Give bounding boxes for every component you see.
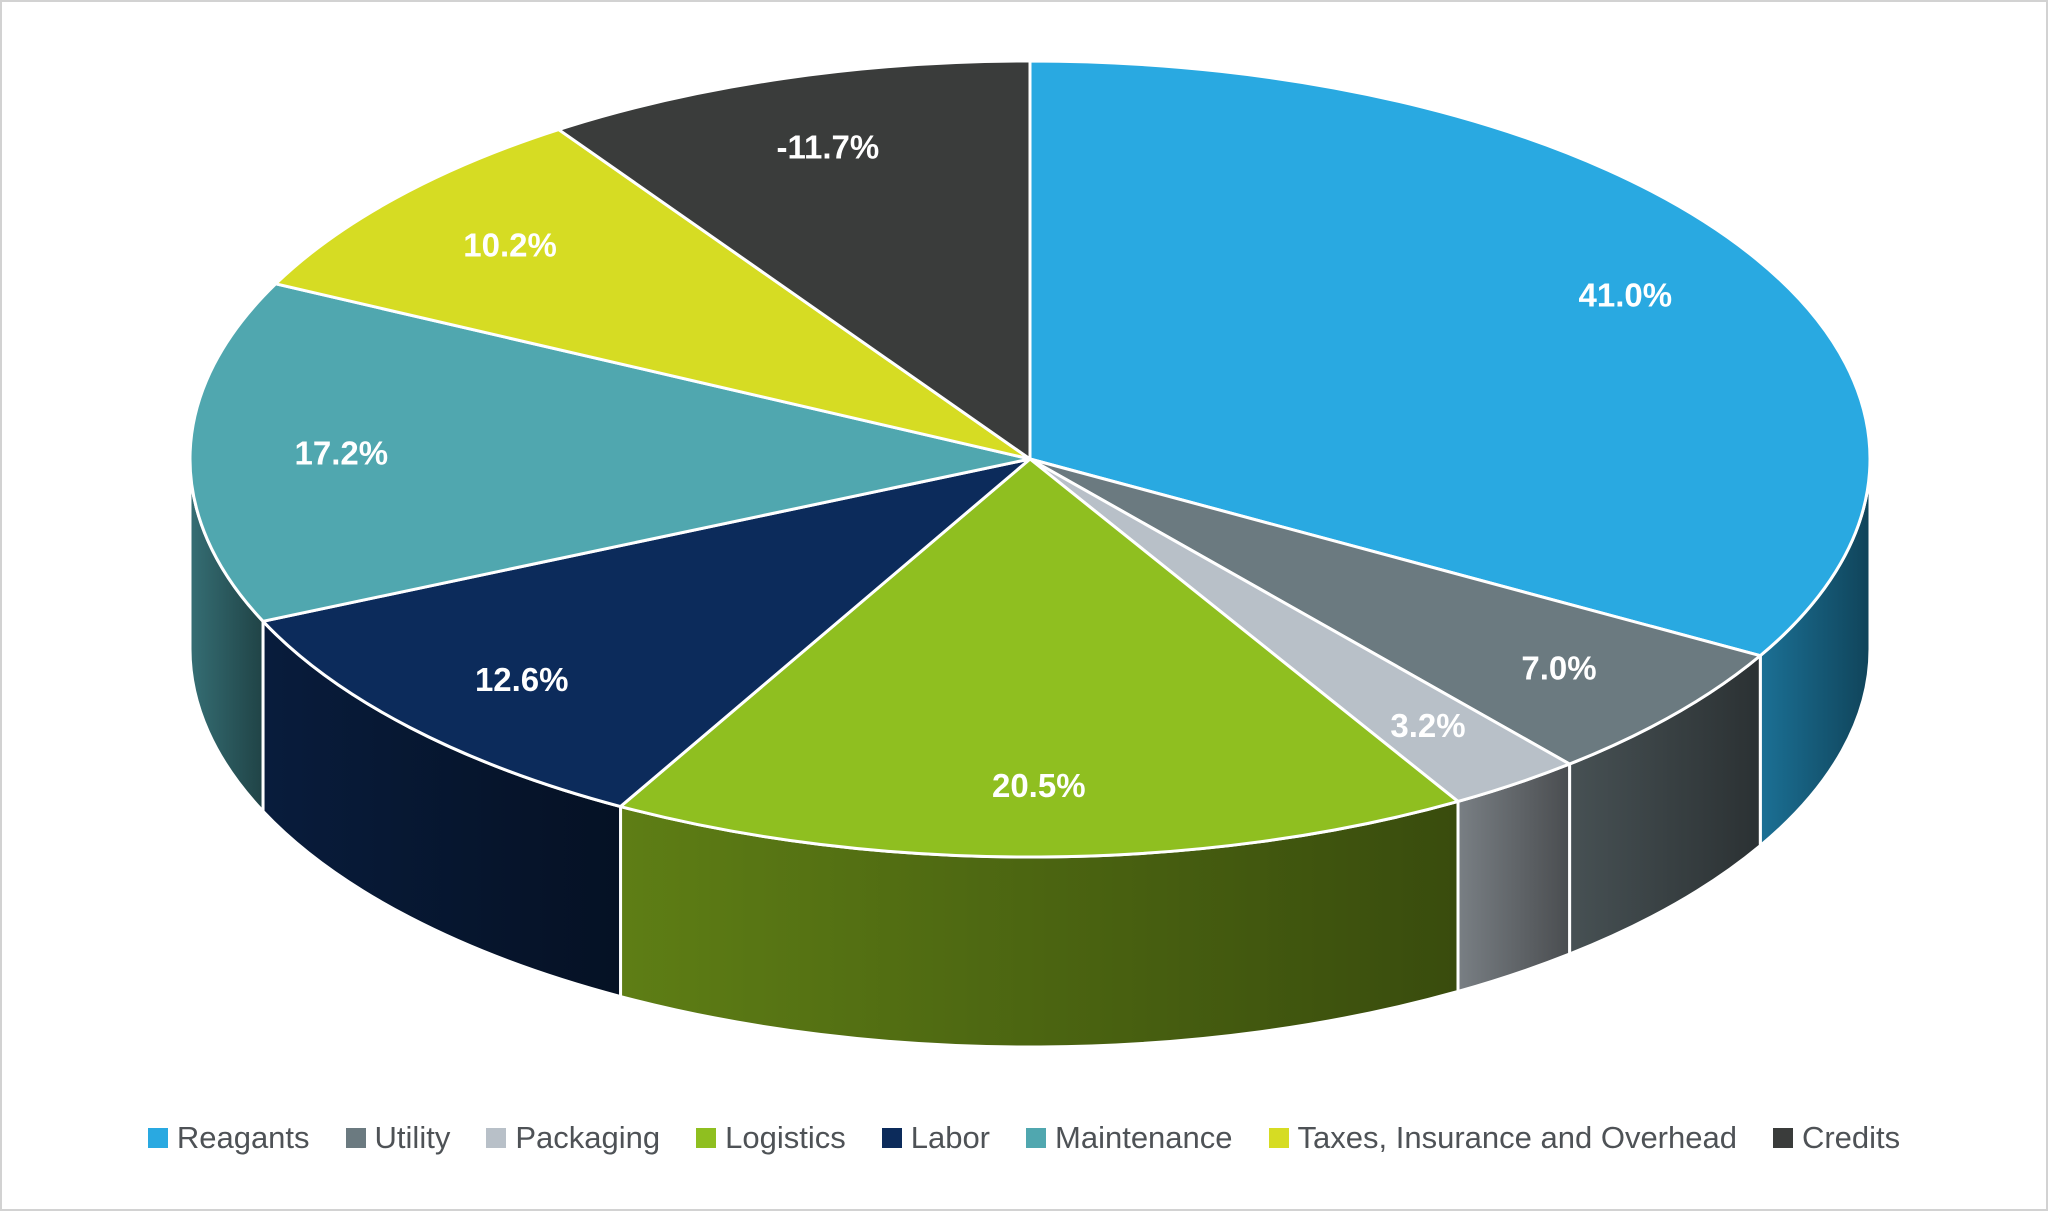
pie-slice-taxes-insurance-and-overhead [274, 128, 1032, 461]
legend-item-taxes-insurance-and-overhead: Taxes, Insurance and Overhead [1268, 1120, 1737, 1156]
data-label-reagants: 41.0% [1579, 276, 1673, 313]
legend-item-reagants: Reagants [147, 1120, 310, 1156]
data-label-packaging: 3.2% [1390, 707, 1465, 744]
chart-legend: Reagants Utility Packaging Logistics Labor Ma… [2, 1120, 2046, 1156]
legend-swatch-packaging [486, 1128, 507, 1148]
legend-item-logistics: Logistics [696, 1120, 846, 1156]
legend-label: Credits [1801, 1120, 1901, 1155]
legend-swatch-taxes-insurance-and-overhead [1268, 1128, 1289, 1148]
legend-label: Packaging [515, 1120, 661, 1155]
pie-slice-reagants [1028, 59, 1872, 658]
legend-label: Logistics [725, 1120, 846, 1155]
legend-swatch-credits [1772, 1128, 1793, 1148]
data-label-logistics: 20.5% [992, 767, 1086, 804]
pie-data-labels: 41.0% 7.0% 3.2% 20.5% 12.6% 17.2% 10.2% -11.7% [295, 129, 1673, 804]
legend-item-packaging: Packaging [486, 1120, 660, 1156]
legend-swatch-logistics [696, 1128, 717, 1148]
data-label-labor: 12.6% [475, 661, 569, 698]
pie-slice-logistics [619, 457, 1460, 859]
data-label-credits: -11.7% [776, 129, 879, 166]
legend-item-labor: Labor [881, 1120, 991, 1156]
legend-label: Maintenance [1055, 1120, 1233, 1155]
legend-swatch-labor [881, 1128, 902, 1148]
data-label-maintenance: 17.2% [295, 435, 389, 472]
data-label-taxes-insurance-and-overhead: 10.2% [463, 226, 557, 263]
legend-label: Reagants [176, 1120, 310, 1155]
legend-label: Utility [374, 1120, 451, 1155]
legend-swatch-reagants [147, 1128, 168, 1148]
pie-slice-maintenance [188, 282, 1032, 623]
legend-item-maintenance: Maintenance [1026, 1120, 1233, 1156]
data-label-utility: 7.0% [1521, 650, 1596, 687]
legend-item-credits: Credits [1772, 1120, 1901, 1156]
legend-label: Labor [910, 1120, 991, 1155]
pie-3d-rim [188, 457, 1872, 1049]
legend-label: Taxes, Insurance and Overhead [1297, 1120, 1737, 1155]
legend-swatch-utility [345, 1128, 366, 1148]
pie-slice-credits [557, 59, 1032, 461]
pie-slice-utility [1028, 457, 1762, 766]
pie-slice-labor [261, 457, 1032, 809]
legend-swatch-maintenance [1026, 1128, 1047, 1148]
legend-item-utility: Utility [345, 1120, 451, 1156]
pie-slices [188, 59, 1872, 859]
